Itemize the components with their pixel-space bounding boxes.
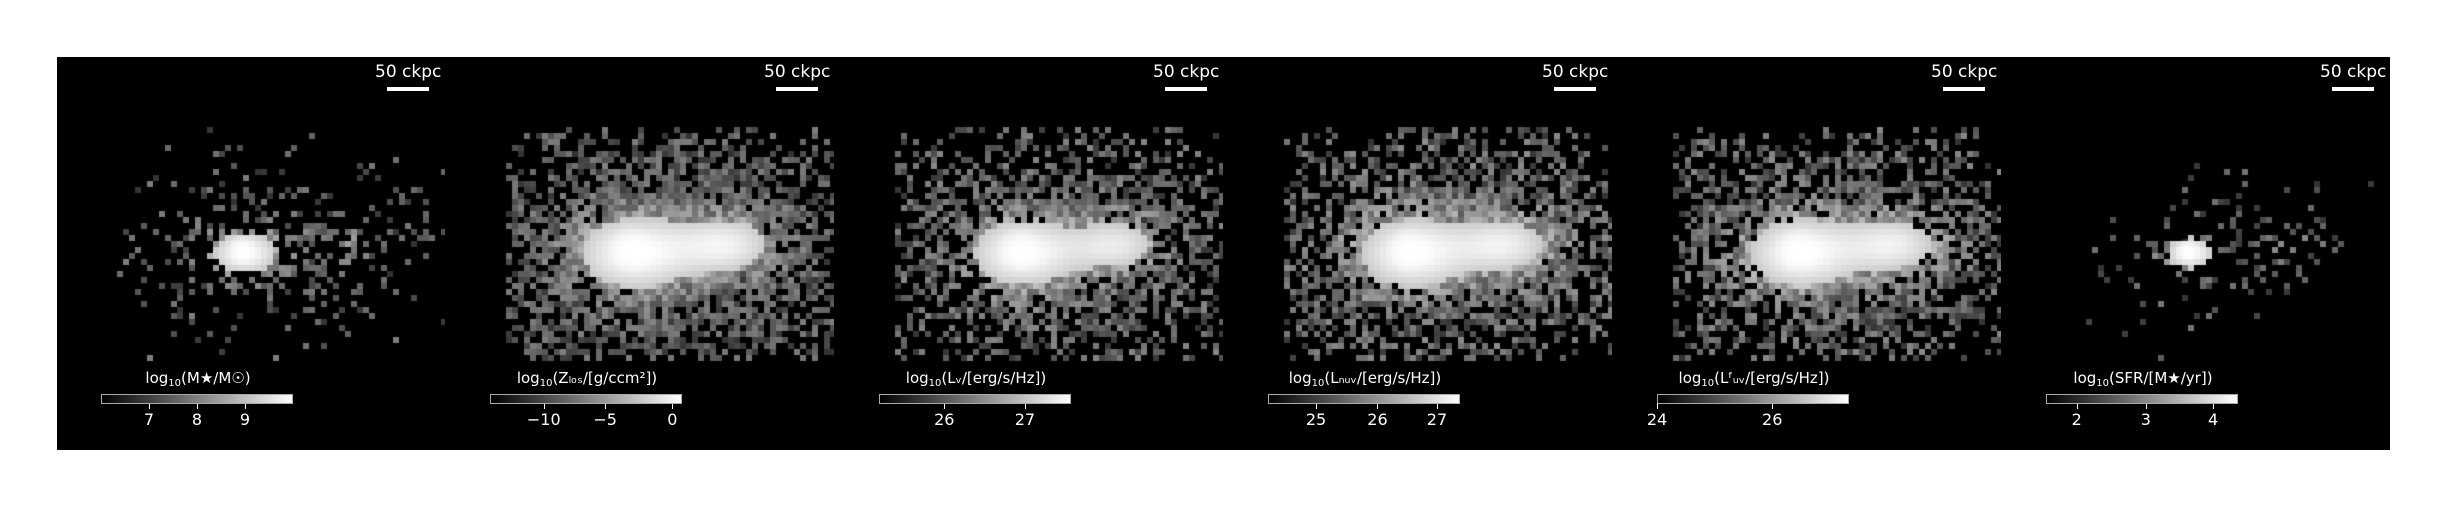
colorbar-tick xyxy=(1024,404,1026,409)
colorbar-tick xyxy=(245,404,246,409)
colorbar-tick-label: 9 xyxy=(239,410,251,429)
map-panel-fuv: 50 ckpc log10(Lᶠᵤᵥ/[erg/s/Hz]) 24 26 xyxy=(1613,57,2001,450)
colorbar-tick xyxy=(672,404,674,409)
colorbar-tick-label: 3 xyxy=(2140,410,2151,429)
galaxy-map-image xyxy=(446,57,834,450)
colorbar-title: log10(Lᵥ/[erg/s/Hz]) xyxy=(905,369,1047,389)
scale-bar-label: 50 ckpc xyxy=(1931,62,1998,82)
colorbar-tick xyxy=(1657,404,1658,409)
scale-bar xyxy=(2332,87,2374,91)
map-panel-v-band: 50 ckpc log10(Lᵥ/[erg/s/Hz]) 26 27 xyxy=(835,57,1223,450)
colorbar-tick-label: 4 xyxy=(2207,410,2219,429)
scale-bar-label: 50 ckpc xyxy=(2320,62,2387,82)
scale-bar xyxy=(776,87,818,91)
scale-bar xyxy=(387,87,429,91)
colorbar-tick xyxy=(1436,404,1438,409)
colorbar-tick xyxy=(1316,404,1317,409)
colorbar-tick xyxy=(197,404,198,409)
scale-bar-label: 50 ckpc xyxy=(1542,62,1609,82)
colorbar-tick xyxy=(2145,404,2147,409)
scale-bar-label: 50 ckpc xyxy=(375,62,442,82)
colorbar-tick-label: 26 xyxy=(934,410,955,429)
map-panel-nuv: 50 ckpc log10(Lₙᵤᵥ/[erg/s/Hz]) 25 26 27 xyxy=(1224,57,1612,450)
colorbar-tick xyxy=(605,404,607,409)
galaxy-map-image xyxy=(1224,57,1612,450)
colorbar-tick-label: 8 xyxy=(191,410,203,429)
colorbar xyxy=(879,394,1071,404)
galaxy-map-image xyxy=(835,57,1223,450)
colorbar-tick-label: 26 xyxy=(1762,410,1783,429)
map-panel-stellar-mass: 50 ckpc log10(M★/M☉) 7 8 9 xyxy=(57,57,445,450)
colorbar-tick-label: −10 xyxy=(526,410,561,429)
colorbar-tick-label: 26 xyxy=(1367,410,1388,429)
galaxy-map-image xyxy=(1613,57,2001,450)
colorbar-tick-label: 27 xyxy=(1014,410,1036,429)
colorbar-tick-label: 27 xyxy=(1426,410,1448,429)
colorbar-tick xyxy=(1377,404,1379,409)
colorbar-tick xyxy=(149,404,150,409)
colorbar-tick-label: 2 xyxy=(2071,410,2082,429)
scale-bar xyxy=(1943,87,1985,91)
map-panel-sfr: 50 ckpc log10(SFR/[M★/yr]) 2 3 4 xyxy=(2002,57,2390,450)
scale-bar xyxy=(1554,87,1596,91)
map-panel-metallicity: 50 ckpc log10(Zₗₒₛ/[g/ccm²]) −10 −5 0 xyxy=(446,57,834,450)
colorbar-tick-label: 7 xyxy=(143,410,155,429)
galaxy-map-image xyxy=(57,57,445,450)
scale-bar-label: 50 ckpc xyxy=(764,62,831,82)
colorbar-tick xyxy=(1772,404,1774,409)
scale-bar-label: 50 ckpc xyxy=(1153,62,1220,82)
colorbar-tick xyxy=(2076,404,2078,409)
colorbar-tick xyxy=(543,404,545,409)
colorbar xyxy=(2046,394,2238,404)
colorbar-tick xyxy=(2213,404,2215,409)
colorbar-tick-label: 0 xyxy=(667,410,678,429)
colorbar-tick-label: 25 xyxy=(1305,410,1327,429)
scale-bar xyxy=(1165,87,1207,91)
image-strip: 50 ckpc log10(M★/M☉) 7 8 9 50 ckpc log10(Zₗₒₛ/… xyxy=(57,57,2390,450)
colorbar xyxy=(490,394,682,404)
colorbar xyxy=(101,394,293,404)
colorbar-title: log10(Zₗₒₛ/[g/ccm²]) xyxy=(516,369,658,389)
colorbar-tick-label: 24 xyxy=(1646,410,1668,429)
colorbar-title: log10(Lᶠᵤᵥ/[erg/s/Hz]) xyxy=(1678,369,1830,389)
colorbar-title: log10(M★/M☉) xyxy=(145,369,251,389)
colorbar-tick xyxy=(944,404,946,409)
galaxy-map-image xyxy=(2002,57,2390,450)
colorbar xyxy=(1657,394,1849,404)
colorbar xyxy=(1268,394,1460,404)
colorbar-tick-label: −5 xyxy=(593,410,617,429)
colorbar-title: log10(Lₙᵤᵥ/[erg/s/Hz]) xyxy=(1288,369,1442,389)
colorbar-title: log10(SFR/[M★/yr]) xyxy=(2073,369,2213,389)
